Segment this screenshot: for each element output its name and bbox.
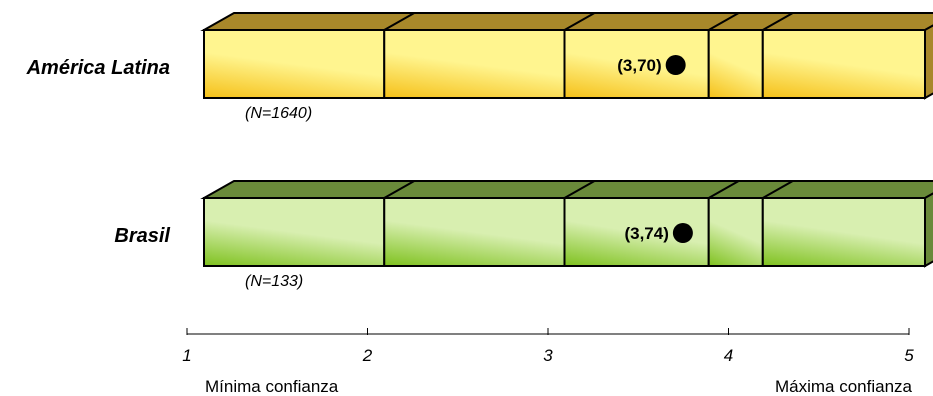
segment-top-divider	[708, 180, 740, 199]
min-confidence-label: Mínima confianza	[205, 377, 339, 396]
bar-segment	[383, 29, 566, 99]
bar-segment	[761, 29, 927, 99]
mean-value-point	[665, 55, 686, 75]
sample-size-label: (N=133)	[245, 273, 303, 290]
bar-segment	[383, 197, 566, 267]
max-confidence-label: Máxima confianza	[775, 377, 913, 396]
row-1: Brasil (N=133) (3,74)	[114, 180, 933, 290]
x-tick-label: 1	[182, 346, 191, 365]
bar-segment	[203, 29, 386, 99]
row-0: América Latina (N=1640) (3,70)	[26, 12, 933, 122]
segment-top-divider	[708, 12, 740, 31]
segment-top-divider	[383, 180, 415, 199]
mean-value-label: (3,74)	[624, 224, 668, 243]
segment-top-divider	[564, 12, 595, 31]
bar-segment	[203, 197, 386, 267]
bar-segment	[761, 197, 927, 267]
x-axis: 1 2 3 4 5	[182, 328, 914, 365]
mean-value-point	[672, 223, 693, 243]
segment-top-divider	[564, 180, 595, 199]
segment-top-divider	[383, 12, 415, 31]
x-tick-label: 2	[362, 346, 373, 365]
segment-top-divider	[762, 180, 794, 199]
row-label: Brasil	[114, 225, 170, 247]
x-tick-label: 5	[904, 346, 914, 365]
sample-size-label: (N=1640)	[245, 105, 312, 122]
bar-segment	[707, 29, 764, 99]
bar-segment	[707, 197, 764, 267]
chart-rows: América Latina (N=1640) (3,70) Brasil (N=133…	[26, 12, 933, 290]
mean-value-label: (3,70)	[617, 56, 661, 75]
x-tick-label: 3	[543, 346, 553, 365]
row-label: América Latina	[26, 57, 170, 79]
segment-top-divider	[762, 12, 794, 31]
x-tick-label: 4	[724, 346, 733, 365]
